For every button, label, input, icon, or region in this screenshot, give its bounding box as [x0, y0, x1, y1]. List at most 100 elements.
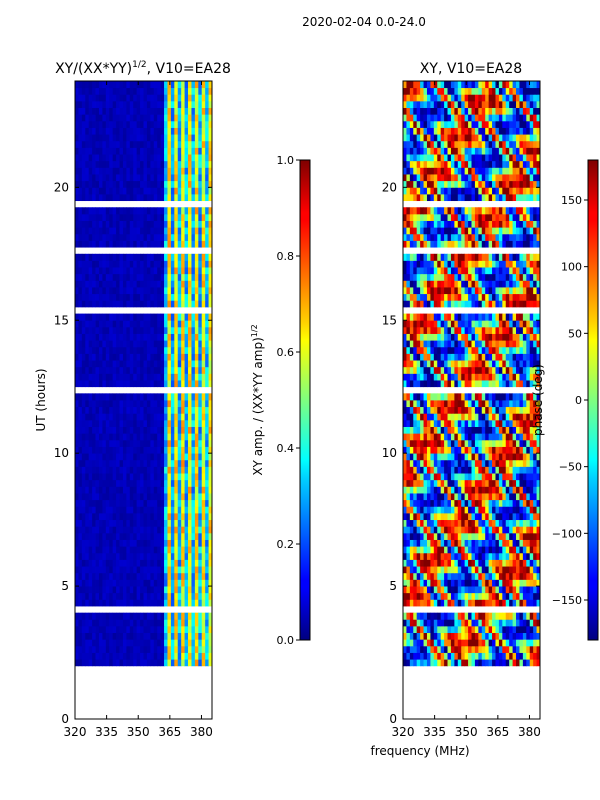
heatmap-cell	[181, 419, 185, 427]
heatmap-cell	[146, 586, 151, 594]
heatmap-cell	[143, 406, 148, 414]
heatmap-cell	[136, 466, 141, 474]
heatmap-cell	[509, 559, 513, 567]
heatmap-cell	[92, 493, 96, 501]
heatmap-cell	[181, 446, 185, 454]
heatmap-cell	[181, 213, 185, 221]
heatmap-cell	[116, 400, 120, 408]
heatmap-cell	[109, 526, 114, 534]
heatmap-cell	[426, 400, 431, 408]
heatmap-cell	[116, 353, 120, 361]
heatmap-cell	[85, 140, 90, 148]
heatmap-cell	[426, 446, 431, 454]
heatmap-cell	[78, 107, 83, 115]
heatmap-cell	[516, 499, 520, 507]
colorbar-tick-label: 1.0	[277, 154, 295, 167]
heatmap-cell	[95, 499, 100, 507]
heatmap-cell	[143, 127, 148, 135]
heatmap-cell	[150, 174, 155, 182]
heatmap-cell	[95, 373, 100, 381]
heatmap-cell	[95, 446, 100, 454]
heatmap-cell	[92, 300, 96, 308]
heatmap-cell	[488, 546, 493, 554]
heatmap-cell	[92, 413, 96, 421]
heatmap-cell	[109, 187, 114, 195]
heatmap-cell	[184, 446, 189, 454]
heatmap-cell	[181, 413, 185, 421]
heatmap-cell	[157, 572, 162, 580]
heatmap-cell	[502, 453, 507, 461]
heatmap-cell	[143, 360, 148, 368]
heatmap-cell	[160, 293, 165, 301]
heatmap-cell	[129, 333, 134, 341]
heatmap-cell	[75, 486, 79, 494]
heatmap-cell	[98, 625, 103, 634]
heatmap-cell	[205, 213, 209, 221]
heatmap-cell	[208, 572, 212, 580]
heatmap-cell	[116, 94, 120, 102]
heatmap-cell	[116, 433, 120, 441]
heatmap-cell	[88, 267, 93, 275]
heatmap-cell	[88, 360, 93, 368]
heatmap-cell	[75, 466, 79, 474]
heatmap-cell	[146, 466, 151, 474]
heatmap-cell	[426, 512, 431, 521]
heatmap-cell	[505, 433, 510, 441]
heatmap-cell	[160, 526, 165, 534]
heatmap-cell	[498, 526, 503, 534]
heatmap-cell	[105, 81, 110, 89]
heatmap-cell	[174, 506, 179, 514]
heatmap-cell	[160, 559, 165, 567]
heatmap-cell	[194, 220, 199, 228]
heatmap-cell	[116, 140, 120, 148]
heatmap-cell	[160, 459, 165, 467]
heatmap-cell	[164, 572, 168, 580]
heatmap-cell	[75, 287, 79, 295]
heatmap-cell	[413, 479, 418, 487]
heatmap-cell	[174, 493, 179, 501]
heatmap-cell	[536, 419, 540, 427]
heatmap-cell	[167, 100, 172, 108]
heatmap-cell	[502, 546, 507, 554]
heatmap-cell	[437, 419, 442, 427]
heatmap-cell	[126, 619, 131, 627]
heatmap-cell	[140, 592, 144, 600]
heatmap-cell	[498, 625, 503, 634]
heatmap-cell	[129, 566, 134, 574]
heatmap-cell	[167, 140, 172, 148]
heatmap-cell	[188, 187, 192, 195]
heatmap-cell	[444, 512, 448, 521]
heatmap-cell	[164, 592, 168, 600]
heatmap-cell	[146, 400, 151, 408]
heatmap-cell	[194, 453, 199, 461]
heatmap-cell	[516, 532, 520, 540]
heatmap-cell	[492, 632, 496, 640]
heatmap-cell	[164, 453, 168, 461]
heatmap-cell	[177, 433, 182, 441]
heatmap-cell	[461, 486, 466, 494]
heatmap-cell	[184, 147, 189, 155]
heatmap-cell	[464, 439, 469, 447]
heatmap-cell	[109, 81, 114, 89]
heatmap-cell	[81, 100, 86, 108]
heatmap-cell	[143, 260, 148, 268]
heatmap-cell	[198, 486, 203, 494]
heatmap-cell	[461, 519, 466, 527]
heatmap-cell	[406, 479, 411, 487]
heatmap-cell	[433, 506, 438, 514]
heatmap-cell	[75, 592, 79, 600]
heatmap-cell	[181, 400, 185, 408]
heatmap-cell	[495, 400, 500, 408]
heatmap-cell	[105, 419, 110, 427]
heatmap-cell	[112, 273, 117, 281]
heatmap-cell	[75, 207, 79, 215]
heatmap-cell	[188, 625, 192, 634]
heatmap-cell	[409, 586, 414, 594]
heatmap-cell	[136, 154, 141, 162]
heatmap-cell	[181, 240, 185, 248]
heatmap-cell	[426, 486, 431, 494]
heatmap-cell	[509, 639, 513, 647]
heatmap-cell	[81, 114, 86, 122]
heatmap-cell	[170, 233, 175, 241]
